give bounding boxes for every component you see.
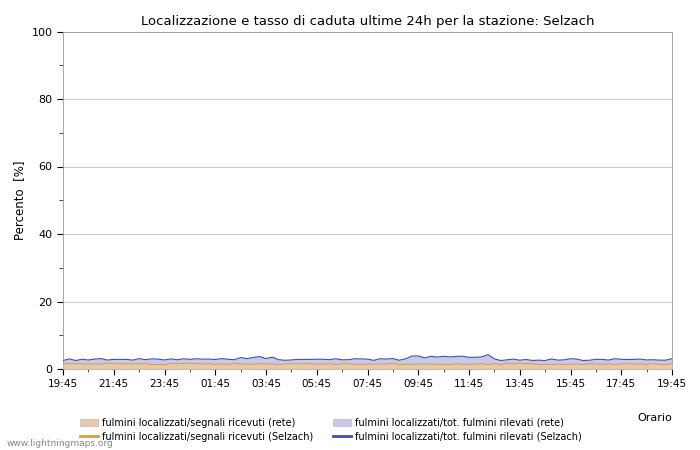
Text: Orario: Orario <box>637 413 672 423</box>
Legend: fulmini localizzati/segnali ricevuti (rete), fulmini localizzati/segnali ricevut: fulmini localizzati/segnali ricevuti (re… <box>80 418 582 441</box>
Y-axis label: Percento  [%]: Percento [%] <box>13 161 26 240</box>
Title: Localizzazione e tasso di caduta ultime 24h per la stazione: Selzach: Localizzazione e tasso di caduta ultime … <box>141 14 594 27</box>
Text: www.lightningmaps.org: www.lightningmaps.org <box>7 439 113 448</box>
